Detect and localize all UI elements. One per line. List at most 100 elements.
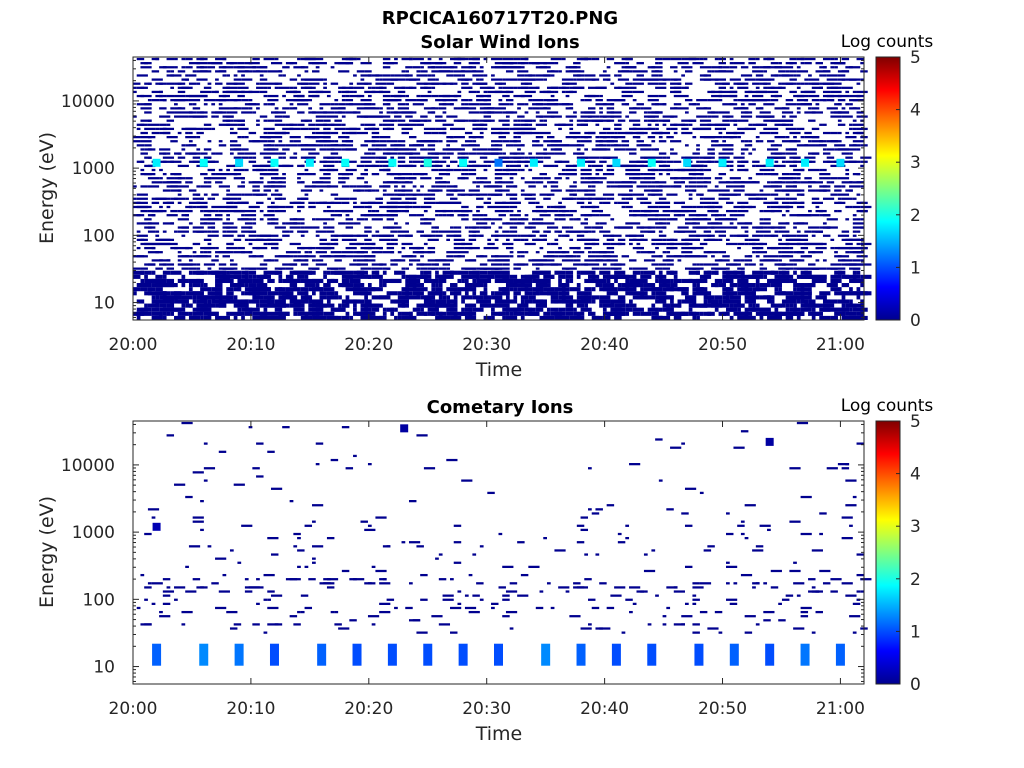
heatmap-cell — [748, 90, 760, 94]
heatmap-cell — [371, 107, 376, 110]
heatmap-cell — [136, 197, 148, 200]
heatmap-cell — [785, 205, 790, 209]
heatmap-cell — [752, 164, 756, 168]
heatmap-cell — [651, 255, 663, 258]
heatmap-cell — [144, 246, 156, 250]
heatmap-cell — [304, 185, 316, 188]
heatmap-cell — [573, 78, 577, 81]
heatmap-cell — [822, 177, 831, 180]
heatmap-cell — [207, 299, 212, 304]
heatmap-cell — [550, 274, 555, 279]
heatmap-cell — [502, 201, 506, 205]
heatmap-cell — [278, 144, 286, 147]
heatmap-cell — [188, 99, 201, 102]
heatmap-cell — [338, 111, 346, 114]
heatmap-cell — [226, 189, 230, 192]
heatmap-cell — [334, 144, 346, 147]
heatmap-cell — [479, 86, 492, 89]
heatmap-cell — [733, 283, 738, 288]
heatmap-cell — [241, 226, 253, 229]
heatmap-cell — [420, 205, 432, 209]
heatmap-cell — [763, 270, 775, 275]
heatmap-cell — [248, 234, 257, 237]
heatmap-cell — [498, 119, 510, 122]
heatmap-cell — [707, 238, 715, 241]
heatmap-cell — [259, 315, 268, 320]
heatmap-cell — [323, 123, 335, 126]
heatmap-cell — [364, 230, 368, 233]
heatmap-cell — [640, 164, 652, 168]
heatmap-cell — [491, 107, 495, 110]
heatmap-cell — [569, 299, 577, 304]
heatmap-cell — [856, 111, 864, 114]
heatmap-cell — [494, 193, 503, 196]
heatmap-cell — [229, 259, 234, 262]
heatmap-cell — [188, 278, 201, 284]
heatmap-cell — [203, 295, 216, 300]
heatmap-cell — [196, 278, 204, 284]
heatmap-cell — [655, 287, 663, 292]
heatmap-cell — [494, 255, 499, 258]
heatmap-cell — [423, 201, 436, 205]
heatmap-cell — [860, 274, 872, 279]
heatmap-cell — [360, 201, 372, 205]
heatmap-cell — [718, 283, 727, 288]
heatmap-cell — [535, 140, 540, 143]
heatmap-cell — [367, 94, 372, 98]
heatmap-cell — [755, 230, 760, 233]
heatmap-cell — [397, 140, 406, 143]
heatmap-cell — [252, 311, 264, 316]
heatmap-cell — [341, 238, 354, 241]
heatmap-cell — [341, 131, 346, 135]
heatmap-cell — [491, 140, 499, 143]
heatmap-cell — [166, 299, 171, 304]
heatmap-cell — [561, 123, 574, 126]
heatmap-cell — [617, 226, 626, 229]
heatmap-cell — [364, 242, 376, 246]
heatmap-cell — [703, 303, 715, 308]
heatmap-cell — [270, 140, 275, 143]
heatmap-cell — [808, 185, 812, 188]
heatmap-cell — [647, 307, 659, 312]
heatmap-cell — [658, 94, 667, 98]
heatmap-cell — [599, 111, 603, 114]
heatmap-cell — [297, 303, 305, 308]
heatmap-cell — [155, 303, 160, 308]
heatmap-cell — [595, 99, 603, 102]
heatmap-cell — [330, 107, 342, 110]
heatmap-cell — [636, 185, 648, 188]
heatmap-cell — [174, 172, 178, 176]
heatmap-cell — [491, 131, 503, 135]
heatmap-cell — [599, 278, 607, 284]
heatmap-cell — [621, 94, 633, 98]
heatmap-cell — [166, 123, 171, 126]
heatmap-cell — [692, 267, 697, 270]
heatmap-cell — [241, 156, 249, 159]
heatmap-cell — [752, 303, 756, 308]
heatmap-cell — [360, 99, 372, 102]
heatmap-cell — [558, 307, 566, 312]
heatmap-cell — [781, 111, 794, 114]
heatmap-cell — [826, 181, 831, 184]
heatmap-cell — [237, 172, 242, 176]
heatmap-cell — [442, 214, 447, 217]
heatmap-cell — [270, 218, 275, 221]
heatmap-cell — [401, 57, 413, 61]
heatmap-cell — [740, 107, 749, 110]
heatmap-cell — [226, 291, 234, 296]
heatmap-cell — [136, 283, 145, 288]
heatmap-cell — [520, 168, 525, 172]
heatmap-cell — [789, 238, 801, 241]
heatmap-cell — [166, 177, 175, 180]
heatmap-cell — [278, 238, 283, 241]
heatmap-cell — [781, 160, 786, 163]
heatmap-cell — [774, 283, 782, 288]
heatmap-cell — [162, 197, 171, 200]
heatmap-cell — [707, 152, 715, 155]
heatmap-cell — [588, 230, 592, 233]
heatmap-cell — [229, 242, 234, 246]
heatmap-cell — [509, 230, 518, 233]
heatmap-cell — [666, 193, 678, 196]
heatmap-cell — [524, 123, 529, 126]
heatmap-cell — [461, 103, 465, 106]
